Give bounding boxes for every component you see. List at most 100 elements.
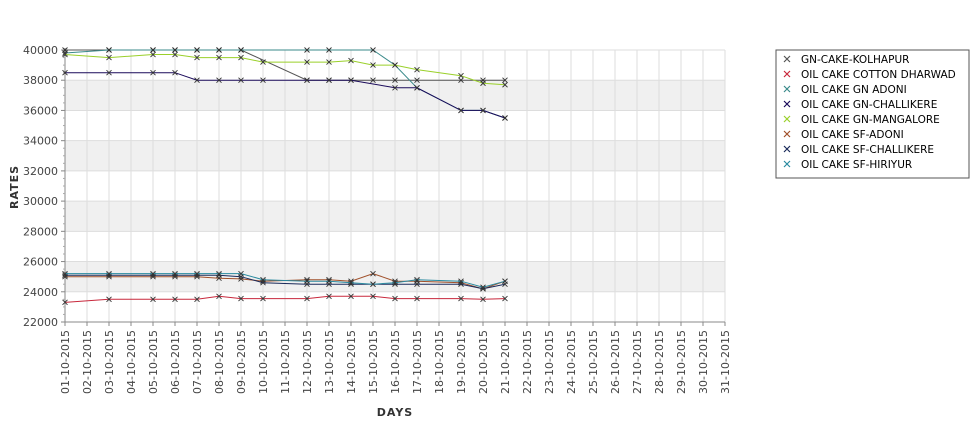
data-point-marker [458,278,464,285]
x-tick-label: 07-10-2015 [191,330,204,394]
data-point-marker [260,77,266,84]
data-point-marker [502,81,508,88]
data-point-marker [414,295,420,302]
data-point-marker [392,84,398,91]
data-point-marker [172,51,178,58]
legend-label: OIL CAKE GN ADONI [801,84,907,96]
data-point-marker [194,270,200,277]
y-axis-ticks: 22000 24000 26000 28000 30000 32000 34000 36000… [23,44,65,329]
data-point-marker [392,279,398,286]
x-tick-label: 27-10-2015 [631,330,644,394]
data-point-marker [150,296,156,303]
data-point-marker [304,278,310,285]
legend-marker-icon [783,85,791,93]
legend-marker-icon [783,160,791,168]
y-tick-label: 40000 [23,44,58,57]
legend-item: OIL CAKE GN-CHALLIKERE [783,99,937,111]
data-point-marker [326,59,332,65]
data-point-marker [172,270,178,277]
series-7 [62,270,508,291]
data-point-marker [238,295,244,302]
legend-label: OIL CAKE COTTON DHARWAD [801,69,956,81]
data-point-marker [502,77,508,84]
data-point-marker [62,51,68,58]
legend-item: OIL CAKE SF-ADONI [783,129,904,141]
x-tick-label: 29-10-2015 [675,330,688,394]
data-point-marker [194,296,200,303]
data-point-marker [216,77,222,84]
data-point-marker [326,278,332,285]
data-point-marker [414,281,420,288]
data-point-marker [370,270,376,277]
x-tick-label: 11-10-2015 [279,330,292,394]
legend-label: OIL CAKE SF-CHALLIKERE [801,144,934,156]
data-point-marker [62,270,68,277]
legend-marker-icon [783,70,791,78]
legend-box [775,49,970,179]
data-point-marker [502,295,508,302]
data-point-marker [480,80,486,87]
series-line [65,72,506,119]
x-axis-ticks: 01-10-2015 02-10-2015 03-10-2015 04-10-2015… [59,322,732,394]
x-tick-label: 23-10-2015 [543,330,556,394]
y-tick-label: 26000 [23,256,58,269]
data-point-marker [458,107,464,114]
data-point-marker [106,296,112,303]
data-point-marker [458,72,464,79]
data-point-marker [106,54,112,61]
x-tick-label: 31-10-2015 [719,330,732,394]
data-point-marker [480,296,486,303]
legend-item: OIL CAKE SF-HIRIYUR [783,159,912,171]
y-axis-title: RATES [8,165,21,209]
x-tick-label: 05-10-2015 [147,330,160,394]
data-point-marker [260,59,266,65]
x-tick-label: 30-10-2015 [697,330,710,394]
data-point-marker [238,77,244,84]
legend-label: OIL CAKE SF-HIRIYUR [801,159,912,171]
y-tick-label: 34000 [23,135,58,148]
legend-label: GN-CAKE-KOLHAPUR [801,54,909,66]
x-tick-label: 09-10-2015 [235,330,248,394]
data-point-marker [304,59,310,65]
y-tick-label: 28000 [23,225,58,238]
series-3 [62,69,508,121]
x-tick-label: 13-10-2015 [323,330,336,394]
data-point-marker [348,293,354,300]
data-point-marker [414,276,420,283]
data-point-marker [348,77,354,84]
x-tick-label: 28-10-2015 [653,330,666,394]
legend-item: OIL CAKE COTTON DHARWAD [783,69,956,81]
x-tick-label: 24-10-2015 [565,330,578,394]
data-point-marker [216,293,222,300]
data-point-marker [172,296,178,303]
x-tick-label: 01-10-2015 [59,330,72,394]
data-point-marker [150,270,156,277]
x-tick-label: 20-10-2015 [477,330,490,394]
data-point-marker [502,278,508,285]
series-1 [62,293,508,306]
data-point-marker [370,47,376,53]
x-tick-label: 12-10-2015 [301,330,314,394]
y-tick-label: 22000 [23,316,58,329]
legend: GN-CAKE-KOLHAPUR OIL CAKE COTTON DHARWAD O… [775,49,970,179]
data-point-marker [238,270,244,277]
data-point-marker [458,77,464,84]
data-point-marker [172,69,178,76]
data-point-marker [238,47,244,53]
data-point-marker [106,69,112,76]
data-point-marker [304,295,310,302]
series-4 [62,51,508,88]
x-tick-label: 17-10-2015 [411,330,424,394]
legend-marker-icon [783,55,791,63]
data-point-marker [260,276,266,283]
y-tick-label: 30000 [23,195,58,208]
x-tick-label: 21-10-2015 [499,330,512,394]
data-point-marker [480,284,486,291]
y-tick-label: 32000 [23,165,58,178]
x-tick-label: 26-10-2015 [609,330,622,394]
data-point-marker [458,295,464,302]
data-point-marker [62,69,68,76]
x-tick-label: 22-10-2015 [521,330,534,394]
data-point-marker [502,115,508,121]
